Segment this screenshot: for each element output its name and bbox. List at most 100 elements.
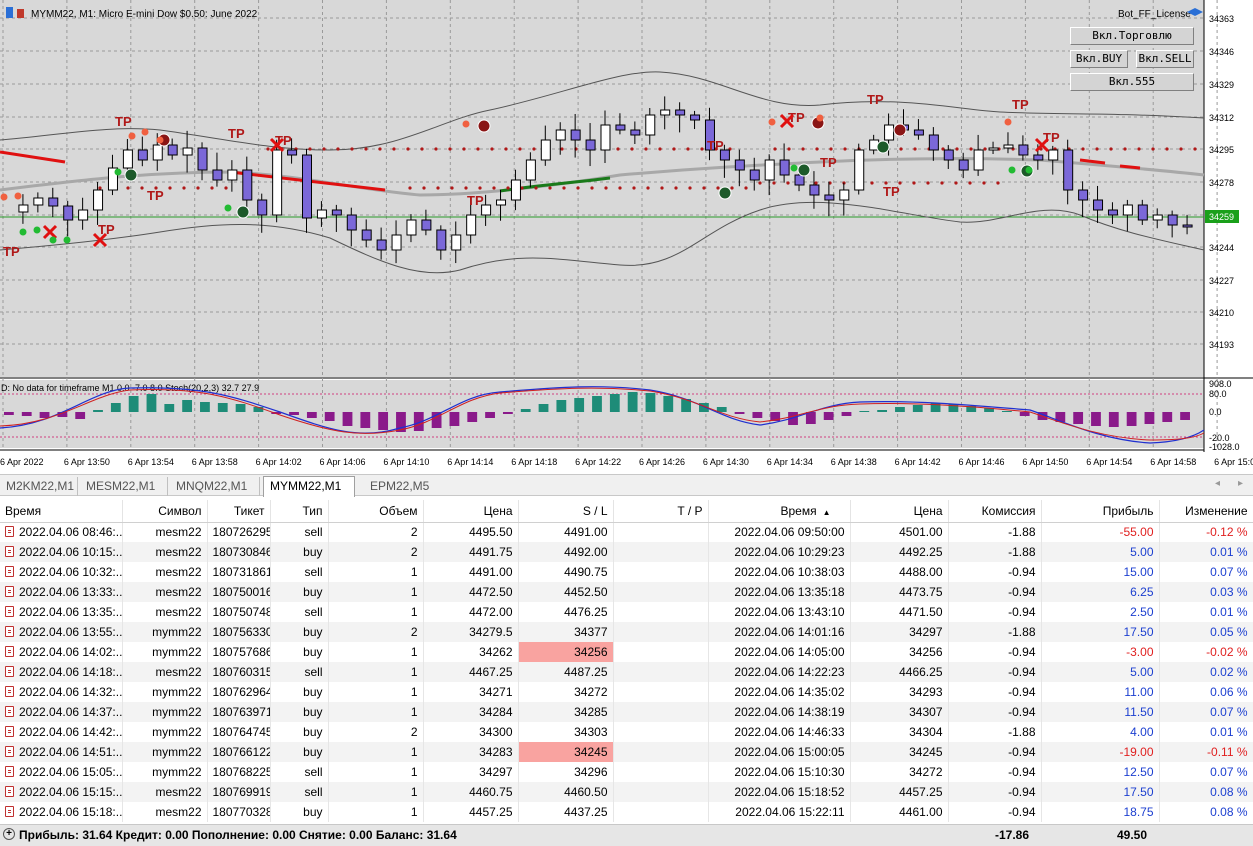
price-tick-label: 34227 — [1209, 276, 1234, 286]
bear-candle — [570, 129, 581, 141]
col-symbol-header[interactable]: Символ — [122, 500, 208, 523]
col-volume-header[interactable]: Объем — [328, 500, 424, 523]
bear-candle — [675, 109, 686, 116]
tab-epm22[interactable]: EPM22,M5 — [370, 479, 430, 493]
tab-m2km22[interactable]: M2KM22,M1 — [0, 477, 78, 496]
level-dot — [560, 147, 564, 151]
table-row[interactable]: 2022.04.06 08:46:... mesm22 180726295 sell 2… — [0, 522, 1253, 542]
col-type-header[interactable]: Тип — [270, 500, 329, 523]
col-symbol: mymm22 — [122, 622, 208, 642]
histogram-bar — [734, 412, 745, 414]
histogram-bar — [93, 410, 103, 412]
table-row[interactable]: 2022.04.06 13:33:... mesm22 180750016 buy 1 4… — [0, 582, 1253, 602]
col-profit-header[interactable]: Прибыль — [1041, 500, 1160, 523]
table-row[interactable]: 2022.04.06 14:37:... mymm22 180763971 buy 1 3… — [0, 702, 1253, 722]
table-row[interactable]: 2022.04.06 10:15:... mesm22 180730846 buy 2 4… — [0, 542, 1253, 562]
col-sl: 34285 — [518, 702, 614, 722]
col-tp-header[interactable]: T / P — [613, 500, 709, 523]
bear-candle — [630, 129, 641, 136]
col-time-close-header[interactable]: Время ▲ — [708, 500, 851, 523]
bear-candle — [1078, 189, 1089, 201]
enable-sell-button[interactable]: Вкл.SELL — [1136, 50, 1194, 68]
table-row[interactable]: 2022.04.06 14:18:... mesm22 180760315 sell 1… — [0, 662, 1253, 682]
level-dot — [350, 147, 354, 151]
commission-total: -17.86 — [994, 828, 1029, 842]
table-row[interactable]: 2022.04.06 15:18:... mesm22 180770328 buy 1 4… — [0, 802, 1253, 822]
time-tick-label: 6 Apr 13:54 — [128, 457, 174, 467]
table-row[interactable]: 2022.04.06 14:42:... mymm22 180764745 buy 2 3… — [0, 722, 1253, 742]
col-sl: 4437.25 — [518, 802, 614, 822]
col-price-close: 4461.00 — [850, 802, 949, 822]
enable-buy-button[interactable]: Вкл.BUY — [1070, 50, 1128, 68]
down-trend-segment — [0, 150, 66, 164]
deal-icon — [5, 766, 14, 777]
deal-icon — [5, 746, 14, 757]
col-ticket: 180770328 — [207, 802, 271, 822]
level-dot — [420, 147, 424, 151]
col-tp — [613, 682, 709, 702]
bull-candle — [107, 167, 118, 191]
table-row[interactable]: 2022.04.06 14:51:... mymm22 180766122 buy 1 3… — [0, 742, 1253, 762]
level-dot — [814, 181, 818, 185]
col-ticket-header[interactable]: Тикет — [207, 500, 271, 523]
col-commission: -0.94 — [948, 702, 1042, 722]
col-time-open: 2022.04.06 14:18:... — [0, 662, 123, 682]
col-price-close: 34297 — [850, 622, 949, 642]
col-profit: 12.50 — [1041, 762, 1160, 782]
level-dot — [378, 147, 382, 151]
tab-mesm22[interactable]: MESM22,M1 — [80, 477, 168, 496]
col-time-close: 2022.04.06 14:46:33 — [708, 722, 851, 742]
bear-candle — [585, 139, 596, 151]
col-price-open-header[interactable]: Цена — [423, 500, 519, 523]
table-row[interactable]: 2022.04.06 15:15:... mesm22 180769919 sell 1… — [0, 782, 1253, 802]
level-dot — [1109, 147, 1113, 151]
col-price-close-header[interactable]: Цена — [850, 500, 949, 523]
col-sl-header[interactable]: S / L — [518, 500, 614, 523]
level-dot — [730, 186, 734, 190]
col-time-open-header[interactable]: Время — [0, 500, 123, 523]
histogram-bar — [4, 412, 14, 415]
table-row[interactable]: 2022.04.06 13:55:... mymm22 180756330 buy 2 3… — [0, 622, 1253, 642]
time-tick-label: 6 Apr 14:10 — [383, 457, 429, 467]
col-ticket: 180763971 — [207, 702, 271, 722]
table-row[interactable]: 2022.04.06 10:32:... mesm22 180731861 sell 1… — [0, 562, 1253, 582]
level-dot — [898, 181, 902, 185]
histogram-bar — [128, 396, 139, 412]
bull-candle — [406, 219, 417, 236]
bull-candle — [451, 234, 462, 251]
col-change: 0.06 % — [1159, 682, 1253, 702]
level-dot — [520, 186, 524, 190]
col-time-close: 2022.04.06 10:29:23 — [708, 542, 851, 562]
tab-scroll-left-icon[interactable]: ◂ — [1215, 478, 1221, 489]
col-change-header[interactable]: Изменение — [1159, 500, 1253, 523]
table-row[interactable]: 2022.04.06 15:05:... mymm22 180768225 sell 1… — [0, 762, 1253, 782]
bull-candle — [466, 214, 477, 236]
col-volume: 1 — [328, 682, 424, 702]
tab-scroll-right-icon[interactable]: ▸ — [1238, 478, 1244, 489]
tab-mymm22[interactable]: MYMM22,M1 — [263, 476, 355, 497]
timeframe-icon — [17, 9, 24, 18]
level-dot — [562, 186, 566, 190]
bull-candle — [496, 199, 507, 206]
enable-555-button[interactable]: Вкл.555 — [1070, 73, 1194, 91]
bear-candle — [1182, 224, 1193, 228]
signal-dot — [114, 168, 122, 176]
level-dot — [686, 147, 690, 151]
col-ticket: 180726295 — [207, 522, 271, 542]
bull-candle — [510, 179, 521, 201]
table-row[interactable]: 2022.04.06 14:02:... mymm22 180757686 buy 1 3… — [0, 642, 1253, 662]
price-chart[interactable]: 3436334346343293431234295342783426134244… — [0, 0, 1253, 472]
table-row[interactable]: 2022.04.06 14:32:... mymm22 180762964 buy 1 3… — [0, 682, 1253, 702]
table-row[interactable]: 2022.04.06 13:35:... mesm22 180750748 sell 1… — [0, 602, 1253, 622]
level-dot — [616, 147, 620, 151]
col-time-close: 2022.04.06 13:43:10 — [708, 602, 851, 622]
expand-icon[interactable]: + — [3, 828, 15, 840]
tab-mnqm22[interactable]: MNQM22,M1 — [170, 477, 260, 496]
level-dot — [548, 186, 552, 190]
histogram-bar — [699, 403, 709, 412]
enable-trading-button[interactable]: Вкл.Торговлю — [1070, 27, 1194, 45]
col-volume: 1 — [328, 782, 424, 802]
col-commission-header[interactable]: Комиссия — [948, 500, 1042, 523]
col-ticket: 180730846 — [207, 542, 271, 562]
indicator-tick-label: 0.0 — [1209, 407, 1222, 417]
